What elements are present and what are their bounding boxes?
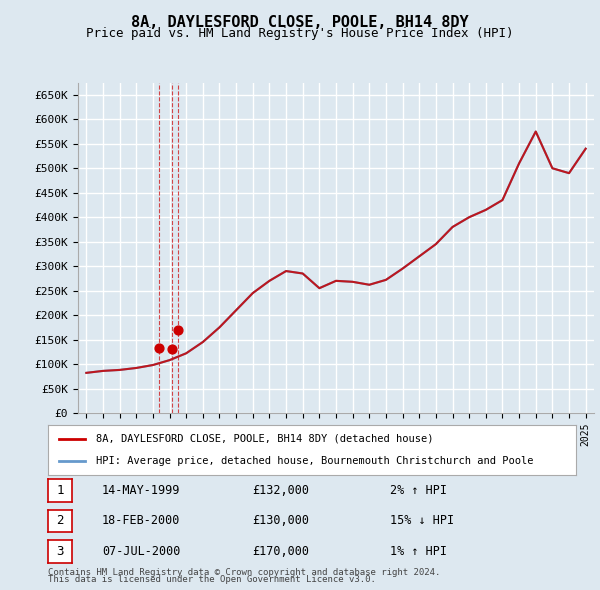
Text: 15% ↓ HPI: 15% ↓ HPI [390,514,454,527]
Text: HPI: Average price, detached house, Bournemouth Christchurch and Poole: HPI: Average price, detached house, Bour… [95,456,533,466]
Text: 14-MAY-1999: 14-MAY-1999 [102,484,181,497]
Text: 1% ↑ HPI: 1% ↑ HPI [390,545,447,558]
Text: £170,000: £170,000 [252,545,309,558]
Text: 2: 2 [56,514,64,527]
Text: This data is licensed under the Open Government Licence v3.0.: This data is licensed under the Open Gov… [48,575,376,584]
Text: 1: 1 [56,484,64,497]
Text: 8A, DAYLESFORD CLOSE, POOLE, BH14 8DY: 8A, DAYLESFORD CLOSE, POOLE, BH14 8DY [131,15,469,30]
Text: Price paid vs. HM Land Registry's House Price Index (HPI): Price paid vs. HM Land Registry's House … [86,27,514,40]
Point [167,345,176,354]
Point [173,325,183,335]
Point [154,343,164,353]
Text: 8A, DAYLESFORD CLOSE, POOLE, BH14 8DY (detached house): 8A, DAYLESFORD CLOSE, POOLE, BH14 8DY (d… [95,434,433,444]
Text: 18-FEB-2000: 18-FEB-2000 [102,514,181,527]
Text: £130,000: £130,000 [252,514,309,527]
Text: 3: 3 [56,545,64,558]
Text: 2% ↑ HPI: 2% ↑ HPI [390,484,447,497]
Text: 07-JUL-2000: 07-JUL-2000 [102,545,181,558]
Text: £132,000: £132,000 [252,484,309,497]
Text: Contains HM Land Registry data © Crown copyright and database right 2024.: Contains HM Land Registry data © Crown c… [48,568,440,577]
